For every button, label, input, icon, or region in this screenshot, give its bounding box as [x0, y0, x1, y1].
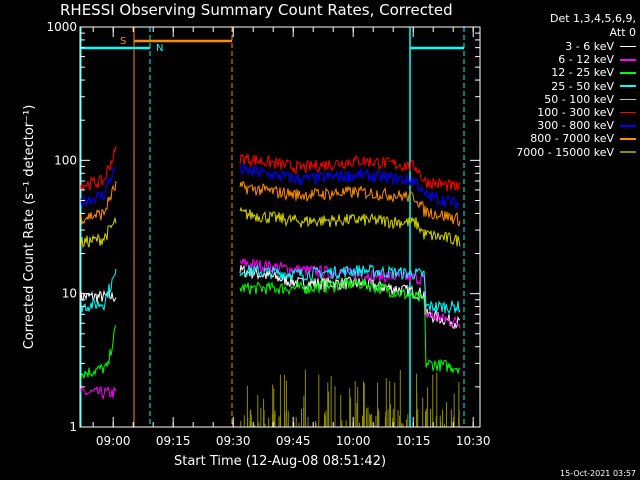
legend-item: 6 - 12 keV [516, 53, 636, 66]
legend-item: 300 - 800 keV [516, 119, 636, 132]
series-line [239, 277, 461, 375]
legend-item: 7000 - 15000 keV [516, 146, 636, 159]
legend-item: 800 - 7000 keV [516, 132, 636, 145]
series-line [239, 263, 461, 315]
legend-item: 25 - 50 keV [516, 80, 636, 93]
x-tick-label: 09:30 [216, 434, 251, 448]
legend-item-label: 25 - 50 keV [551, 79, 614, 93]
y-tick-label: 100 [54, 153, 77, 167]
x-axis-label: Start Time (12-Aug-08 08:51:42) [174, 454, 386, 469]
legend-swatch [620, 72, 636, 74]
y-axis-label: Corrected Count Rate (s⁻¹ detector⁻¹) [22, 105, 37, 350]
series-line [79, 181, 117, 225]
legend-swatch [620, 125, 636, 127]
legend-item: 12 - 25 keV [516, 66, 636, 79]
series-line [79, 325, 117, 381]
x-tick-label: 09:45 [276, 434, 311, 448]
legend-swatch [620, 59, 636, 61]
legend-swatch [620, 85, 636, 87]
legend-swatch [620, 45, 636, 48]
chart-title: RHESSI Observing Summary Count Rates, Co… [60, 1, 453, 19]
legend-swatch [620, 151, 636, 153]
series-line [239, 264, 461, 329]
night-flag-label: N [156, 43, 163, 54]
x-tick-label: 10:15 [396, 434, 431, 448]
legend-swatch [620, 98, 636, 101]
series-line [79, 146, 117, 192]
series-line [79, 167, 117, 208]
series-line [79, 268, 117, 313]
legend-item-label: 3 - 6 keV [565, 40, 614, 53]
saa-flag-label: S [120, 36, 126, 47]
legend-item-label: 7000 - 15000 keV [516, 145, 614, 159]
series-line [239, 258, 461, 329]
legend-item-label: 800 - 7000 keV [530, 132, 614, 146]
legend-item: 3 - 6 keV [516, 40, 636, 53]
series-line [239, 163, 461, 210]
series-line [79, 289, 117, 304]
x-tick-label: 09:15 [156, 434, 191, 448]
plot-frame [79, 26, 481, 428]
series-line [239, 153, 461, 192]
series-line [79, 385, 117, 401]
timestamp: 15-Oct-2021 03:57 [560, 469, 636, 478]
x-tick-label: 10:30 [456, 434, 491, 448]
series-line [79, 216, 117, 249]
legend-item-label: 50 - 100 keV [544, 92, 614, 106]
y-tick-label: 1000 [46, 20, 77, 34]
legend-item-label: 100 - 300 keV [537, 106, 614, 120]
legend-swatch [620, 138, 636, 140]
legend-item-label: 6 - 12 keV [558, 53, 614, 67]
legend-header-line-2: Att 0 [609, 26, 636, 39]
x-tick-label: 10:00 [336, 434, 371, 448]
legend-header-line-1: Det 1,3,4,5,6,9, [549, 12, 636, 25]
x-tick-label: 09:00 [96, 434, 131, 448]
series-line [239, 206, 461, 247]
y-tick-label: 10 [62, 287, 77, 301]
legend-header: Det 1,3,4,5,6,9, Att 0 [550, 12, 636, 40]
legend-item: 100 - 300 keV [516, 106, 636, 119]
y-tick-label: 1 [69, 420, 77, 434]
series-line [239, 180, 461, 227]
legend-item-label: 300 - 800 keV [537, 119, 614, 133]
legend: 3 - 6 keV 6 - 12 keV 12 - 25 keV 25 - 50 ke… [516, 40, 636, 159]
legend-swatch [620, 111, 636, 114]
legend-item-label: 12 - 25 keV [551, 66, 614, 80]
legend-item: 50 - 100 keV [516, 93, 636, 106]
